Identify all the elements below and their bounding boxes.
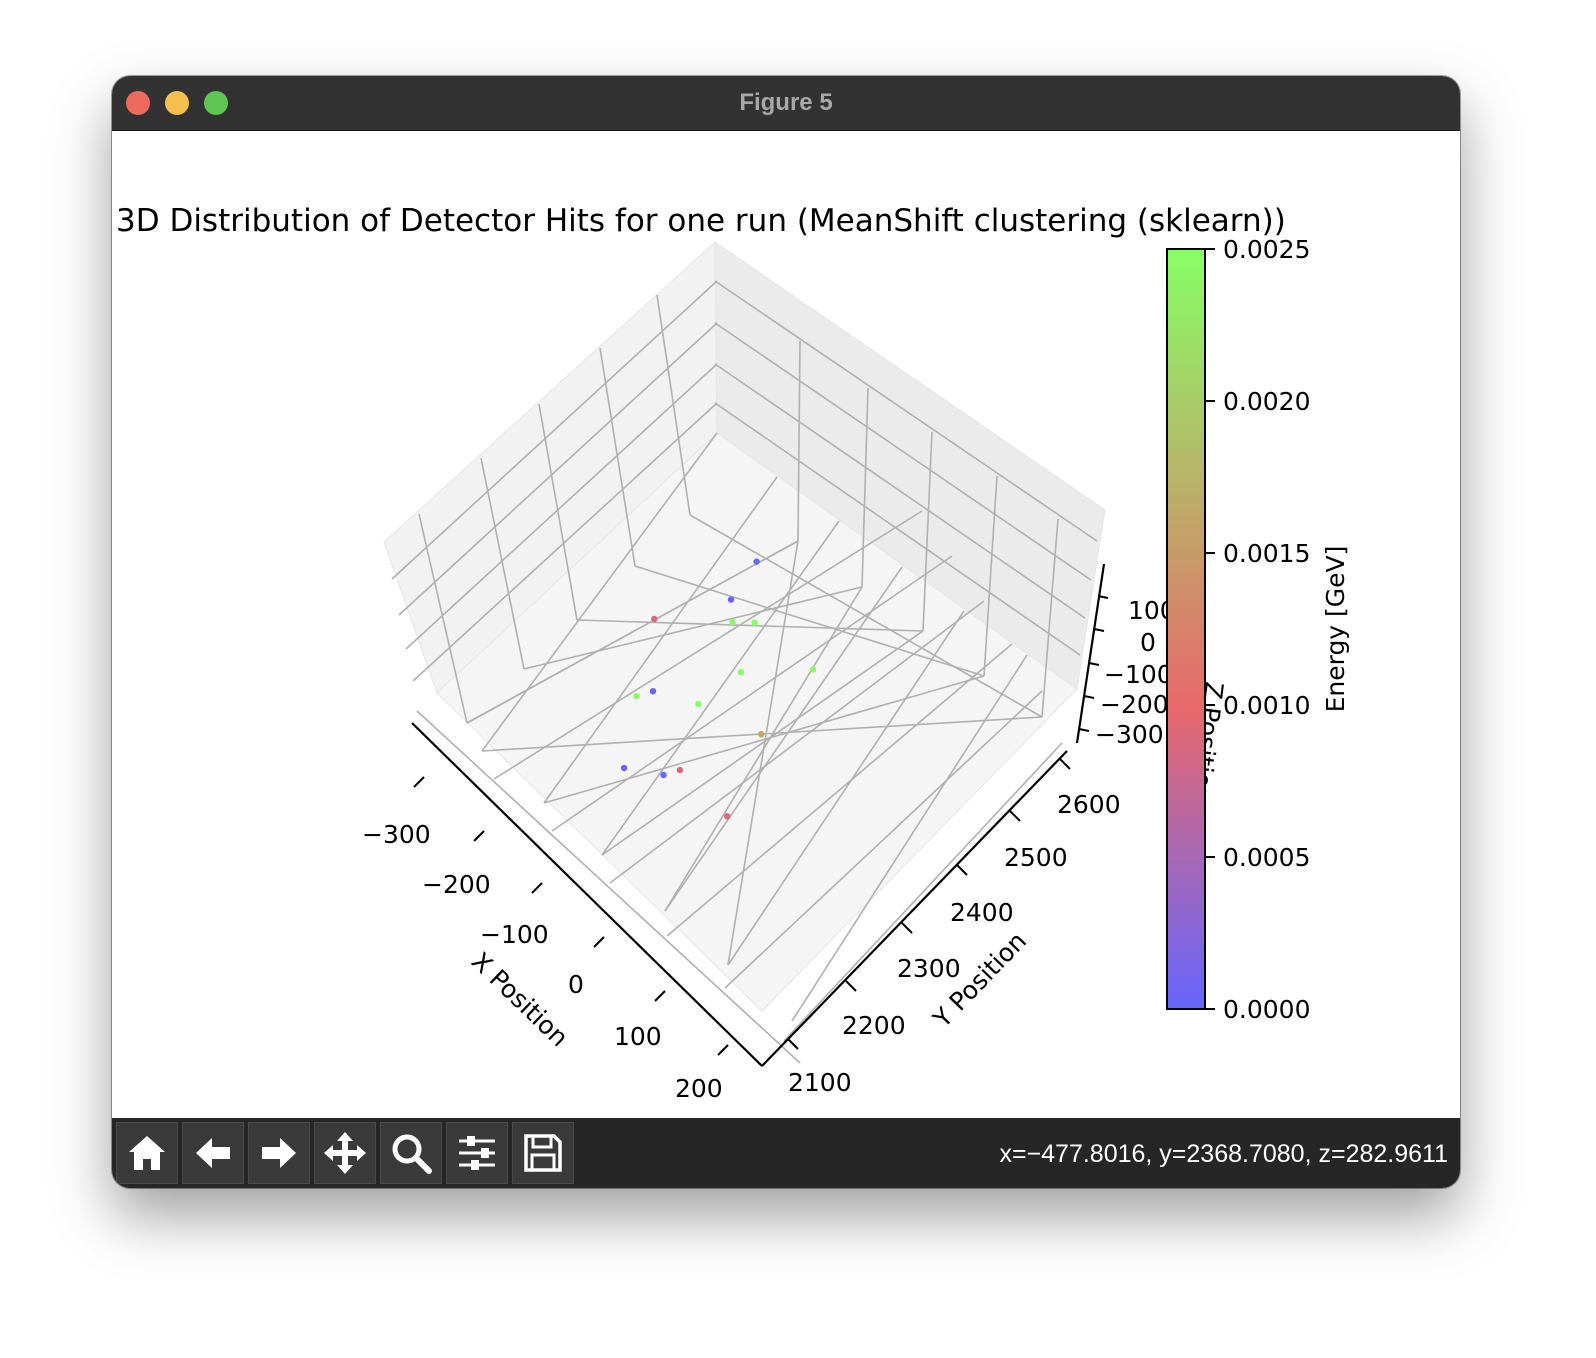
z-axis-line	[1075, 563, 1106, 744]
scatter-point	[633, 693, 640, 700]
scatter-points	[620, 558, 817, 820]
colorbar-tick-label: 0.0020	[1223, 387, 1310, 416]
scatter-point	[753, 558, 760, 565]
grid-lines	[391, 280, 1098, 1064]
scatter-point	[651, 615, 658, 623]
scatter-point	[695, 700, 702, 708]
plot-svg: 3D Distribution of Detector Hits for one…	[116, 203, 1350, 1103]
y-tick-label: 2100	[788, 1068, 852, 1097]
x-tick-labels: −300 −200 −100 0 100 200	[362, 820, 723, 1103]
scatter-point	[758, 731, 765, 738]
colorbar-tick-label: 0.0025	[1223, 235, 1310, 264]
y-tick-label: 2300	[897, 954, 961, 983]
home-icon	[129, 1136, 165, 1170]
colorbar	[1166, 248, 1206, 1010]
window-title: Figure 5	[739, 89, 833, 116]
z-tick-marks	[1078, 595, 1109, 732]
configure-subplots-button[interactable]	[446, 1122, 508, 1184]
y-axis-line	[761, 750, 1068, 1067]
scatter-point	[729, 618, 736, 626]
floppy-icon	[524, 1134, 562, 1172]
chart-title: 3D Distribution of Detector Hits for one…	[116, 203, 1286, 239]
x-axis-line	[411, 722, 763, 1067]
y-tick-labels: 2100 2200 2300 2400 2500 2600	[788, 790, 1121, 1097]
figure-window: Figure 5 3D Distribution of Detector Hit…	[112, 76, 1460, 1188]
x-tick-marks	[413, 776, 729, 1056]
zoom-button[interactable]	[380, 1122, 442, 1184]
colorbar-tick-label: 0.0000	[1223, 995, 1310, 1024]
y-tick-label: 2200	[842, 1011, 906, 1040]
axes-panes	[383, 240, 1106, 1012]
x-tick-label: 0	[568, 970, 584, 999]
y-tick-label: 2600	[1057, 790, 1121, 819]
home-button[interactable]	[116, 1122, 178, 1184]
plot-canvas[interactable]: 3D Distribution of Detector Hits for one…	[112, 131, 1460, 1117]
x-axis-label: X Position	[466, 946, 574, 1052]
z-tick-labels: −300 −200 −100 0 100	[1095, 596, 1176, 749]
minimize-window-button[interactable]	[165, 91, 189, 115]
x-tick-label: −300	[362, 820, 431, 849]
pan-button[interactable]	[314, 1122, 376, 1184]
scatter-point	[727, 596, 735, 603]
scatter-point	[676, 766, 684, 774]
close-window-button[interactable]	[126, 91, 150, 115]
x-tick-label: 200	[675, 1074, 723, 1103]
sliders-icon	[459, 1136, 495, 1170]
scatter-point	[809, 666, 817, 673]
forward-button[interactable]	[248, 1122, 310, 1184]
colorbar-tick-label: 0.0005	[1223, 843, 1310, 872]
z-tick-label: −300	[1095, 720, 1164, 749]
scatter-point	[660, 771, 667, 779]
colorbar-ticks: 0.0000 0.0005 0.0010 0.0015 0.0020 0.0025	[1205, 235, 1310, 1024]
pane-floor	[436, 432, 1078, 1012]
y-tick-label: 2500	[1004, 843, 1068, 872]
cursor-coordinates: x=−477.8016, y=2368.7080, z=282.9611	[999, 1140, 1448, 1168]
magnifier-icon	[392, 1134, 432, 1174]
axis-lines	[411, 563, 1106, 1067]
x-tick-label: −100	[480, 920, 549, 949]
colorbar-label: Energy [GeV]	[1321, 546, 1350, 713]
navigation-toolbar: x=−477.8016, y=2368.7080, z=282.9611	[112, 1118, 1460, 1188]
z-tick-label: −100	[1104, 660, 1173, 689]
arrow-left-icon	[196, 1138, 230, 1168]
scatter-point	[620, 764, 628, 772]
y-tick-label: 2400	[950, 898, 1014, 927]
x-tick-label: −200	[422, 870, 491, 899]
y-tick-marks	[787, 758, 1071, 1050]
arrow-right-icon	[262, 1138, 296, 1168]
save-button[interactable]	[512, 1122, 574, 1184]
scatter-point	[737, 669, 745, 676]
scatter-point	[751, 619, 758, 626]
x-tick-label: 100	[614, 1022, 662, 1051]
z-tick-label: 0	[1140, 628, 1156, 657]
maximize-window-button[interactable]	[204, 91, 228, 115]
colorbar-tick-label: 0.0010	[1223, 691, 1310, 720]
colorbar-tick-label: 0.0015	[1223, 539, 1310, 568]
move-icon	[324, 1132, 366, 1174]
z-tick-label: −200	[1100, 690, 1169, 719]
scatter-point	[724, 813, 731, 820]
back-button[interactable]	[182, 1122, 244, 1184]
title-bar: Figure 5	[112, 76, 1460, 131]
scatter-point	[649, 688, 657, 695]
